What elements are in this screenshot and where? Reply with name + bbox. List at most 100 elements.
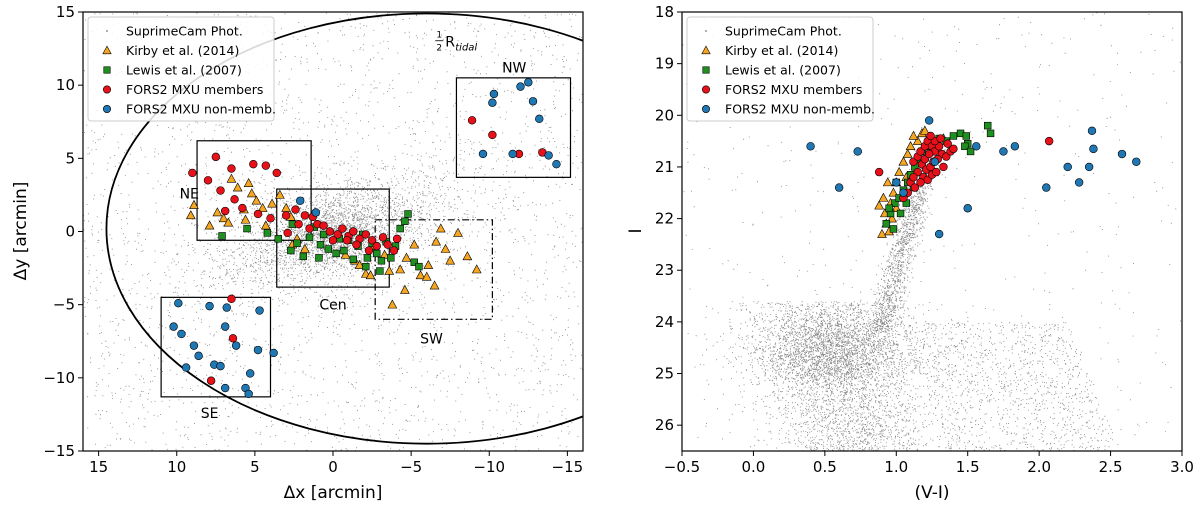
nonmemb-point [899,188,908,197]
kirby-point [204,220,215,230]
nonmemb-point [834,183,844,192]
nonmemb-point [295,196,305,205]
x-tick-label: 10 [167,458,186,476]
x-tick-label: 2.5 [1099,458,1123,476]
members-point [338,224,347,233]
lewis-point [373,249,381,258]
members-point [936,134,945,143]
lewis-point [293,239,301,247]
members-point [253,209,263,219]
legend-label-kirby: Kirby et al. (2014) [725,43,838,58]
kirby-point [874,200,885,210]
lewis-point [243,224,251,233]
lewis-point [966,147,975,156]
kirby-point [471,264,482,274]
kirby-point [354,259,365,269]
nonmemb-point [216,361,225,371]
y-tick-label: 18 [655,3,674,21]
nonmemb-point [972,142,981,151]
kirby-point [440,243,451,253]
y-tick-label: 22 [655,210,674,228]
right-ylabel: I [626,228,646,233]
nonmemb-point [963,204,972,213]
legend-marker-kirby [102,45,112,55]
y-tick-label: −5 [53,296,75,314]
nonmemb-point [189,341,199,350]
kirby-point [251,195,262,205]
nonmemb-point [169,322,178,331]
kirby-point [240,214,251,224]
lewis-point [349,255,358,264]
members-point [924,149,934,159]
members-point [294,219,303,229]
members-point [319,221,328,230]
field-label-cen: Cen [319,298,346,314]
lewis-point [363,254,372,262]
lewis-point [305,233,314,242]
members-point [283,228,292,238]
lewis-point [287,246,295,255]
nonmemb-point [181,363,191,372]
kirby-point [421,271,432,281]
legend-marker-nonmemb [701,104,711,114]
kirby-point [898,156,909,166]
members-point [949,144,958,154]
members-point [325,227,335,236]
members-point [333,230,342,239]
nonmemb-point [311,208,321,217]
lewis-point [891,199,899,207]
legend-label-kirby: Kirby et al. (2014) [126,43,239,58]
kirby-point [300,243,310,253]
lewis-point [885,204,893,212]
nonmemb-point [222,303,231,312]
members-point [272,168,281,178]
series-nonmemb [169,78,561,399]
members-point [305,224,314,233]
nonmemb-point [177,329,186,339]
lewis-point [299,252,308,261]
members-point [281,211,291,220]
members-point [916,178,925,187]
nonmemb-point [924,116,934,125]
nonmemb-point [999,147,1008,156]
x-tick-label: −10 [473,458,505,476]
nonmemb-point [1084,162,1094,172]
kirby-point [887,213,897,223]
nonmemb-point [488,98,497,107]
nonmemb-point [1117,149,1127,159]
lewis-point [415,262,423,271]
kirby-point [257,202,268,212]
members-point [361,230,371,239]
members-point [467,116,477,125]
members-point [227,164,236,173]
legend-marker-phot [705,30,707,32]
nonmemb-point [245,369,255,378]
lewis-point [961,142,969,150]
x-tick-label: 1.5 [956,458,980,476]
members-point [211,152,221,162]
legend-label-lewis: Lewis et al. (2007) [126,63,242,78]
members-point [291,205,300,214]
kirby-point [888,187,899,197]
kirby-point [882,177,893,187]
nonmemb-point [478,149,488,159]
y-tick-label: 0 [65,223,75,241]
kirby-point [275,189,285,199]
left-ylabel: Δy [arcmin] [11,182,31,281]
svg-text:tidal: tidal [455,43,477,54]
right-axes-frame [681,11,1183,452]
legend-marker-nonmemb [102,104,112,114]
series-nonmemb [806,116,1141,239]
right-panel: −0.5 0.0 0.5 1.0 1.5 2.0 2.5 3.0 18 19 20 21 22 23 24 2… [626,3,1194,503]
nonmemb-point [1132,157,1141,166]
lewis-point [962,132,970,140]
field-label-sw: SW [420,331,443,347]
x-tick-label: −0.5 [664,458,700,476]
members-point [349,227,358,236]
left-panel: 15 10 5 0 −5 −10 −15 −15 −10 −5 0 5 10 15 NE Cen SW SE NW 1… [11,3,584,503]
kirby-point [223,217,234,227]
lewis-point [315,254,323,262]
lewis-point [401,217,409,225]
legend-label-nonmemb: FORS2 MXU non-memb. [725,102,875,117]
